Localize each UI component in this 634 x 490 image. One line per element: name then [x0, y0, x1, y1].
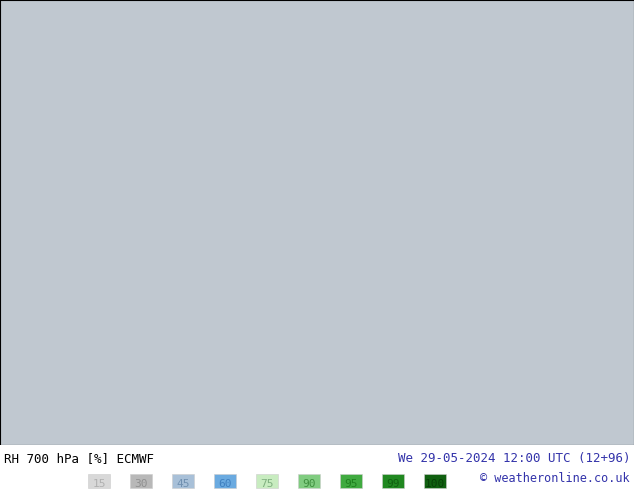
Text: 90: 90 — [302, 479, 316, 489]
Bar — [88, 474, 110, 488]
Text: 99: 99 — [386, 479, 400, 489]
Text: 75: 75 — [260, 479, 274, 489]
Text: 15: 15 — [93, 479, 106, 489]
Text: RH 700 hPa [%] ECMWF: RH 700 hPa [%] ECMWF — [4, 452, 154, 465]
Bar — [172, 474, 194, 488]
Bar — [382, 474, 404, 488]
Bar — [130, 474, 152, 488]
Text: 30: 30 — [134, 479, 148, 489]
Text: 60: 60 — [218, 479, 232, 489]
Text: 95: 95 — [344, 479, 358, 489]
Text: © weatheronline.co.uk: © weatheronline.co.uk — [481, 472, 630, 485]
Bar — [256, 474, 278, 488]
Text: 100: 100 — [425, 479, 445, 489]
Text: We 29-05-2024 12:00 UTC (12+96): We 29-05-2024 12:00 UTC (12+96) — [398, 452, 630, 465]
Bar — [214, 474, 236, 488]
Text: 45: 45 — [176, 479, 190, 489]
Bar — [340, 474, 362, 488]
Bar — [424, 474, 446, 488]
Bar — [298, 474, 320, 488]
